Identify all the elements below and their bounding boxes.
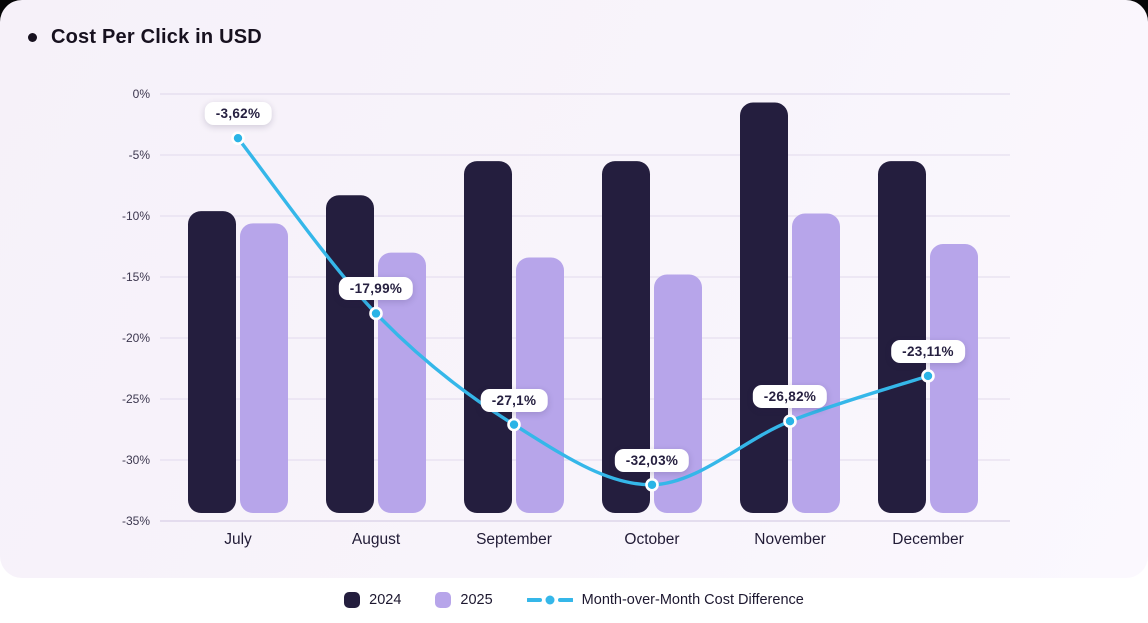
x-axis-label-august: August [351, 531, 401, 548]
legend-swatch-2025 [435, 592, 452, 608]
line-point-october[interactable] [645, 477, 659, 492]
y-axis-tick: -5% [128, 148, 150, 162]
y-axis-tick: -15% [121, 270, 150, 284]
y-axis-tick: -25% [121, 392, 150, 406]
y-axis-tick: 0% [132, 87, 150, 101]
line-point-december[interactable] [921, 369, 935, 383]
line-point-september[interactable] [507, 417, 521, 432]
bar-2024-november[interactable] [740, 102, 788, 513]
x-axis-label-november: November [754, 531, 826, 548]
value-label-september: -27,1% [480, 388, 548, 412]
bar-2024-december[interactable] [878, 161, 926, 513]
dashed-line-icon [526, 595, 573, 605]
legend-item-2025[interactable]: 2025 [435, 592, 493, 608]
bar-2024-august[interactable] [326, 195, 374, 513]
line-point-august[interactable] [369, 306, 383, 321]
chart-header: Cost Per Click in USD [28, 26, 262, 49]
x-axis-label-december: December [892, 531, 964, 548]
legend-swatch-2024 [344, 592, 361, 608]
value-label-october: -32,03% [614, 448, 690, 472]
y-axis-tick: -30% [121, 453, 150, 467]
value-label-july: -3,62% [204, 102, 272, 126]
legend-label-line-series: Month-over-Month Cost Difference [581, 592, 804, 608]
y-axis-tick: -10% [121, 209, 150, 223]
chart-overlay: 0% -5% -10% -15% -20% -25% -30% -35% July August S… [121, 87, 965, 548]
legend-label-2025: 2025 [460, 592, 493, 608]
bar-2025-july[interactable] [240, 223, 288, 513]
y-axis-tick: -35% [121, 514, 150, 528]
chart-title: Cost Per Click in USD [51, 26, 262, 48]
bar-2024-july[interactable] [188, 211, 236, 513]
bar-2025-november[interactable] [792, 213, 840, 513]
y-axis-tick: -20% [121, 331, 150, 345]
bar-2025-august[interactable] [378, 252, 426, 513]
value-label-december: -23,11% [891, 339, 965, 363]
legend-item-2024[interactable]: 2024 [344, 592, 401, 608]
legend-label-2024: 2024 [369, 592, 402, 608]
bar-2024-october[interactable] [602, 161, 650, 513]
x-axis-label-july: July [224, 531, 252, 548]
value-label-august: -17,99% [338, 277, 414, 301]
legend-item-line-series[interactable]: Month-over-Month Cost Difference [526, 592, 804, 608]
line-point-november[interactable] [783, 414, 797, 429]
bar-2024-september[interactable] [464, 161, 512, 513]
value-label-november: -26,82% [752, 385, 828, 409]
line-point-july[interactable] [231, 131, 245, 145]
x-axis-label-september: September [476, 531, 552, 548]
chart-card: Cost Per Click in USD 0% -5% -10% -15% -20% -… [0, 0, 1148, 578]
chart-legend: 2024 2025 Month-over-Month Cost Differen… [0, 592, 1148, 608]
bar-2025-december[interactable] [930, 244, 978, 513]
x-axis-label-october: October [624, 531, 680, 548]
title-bullet-icon [28, 33, 37, 42]
